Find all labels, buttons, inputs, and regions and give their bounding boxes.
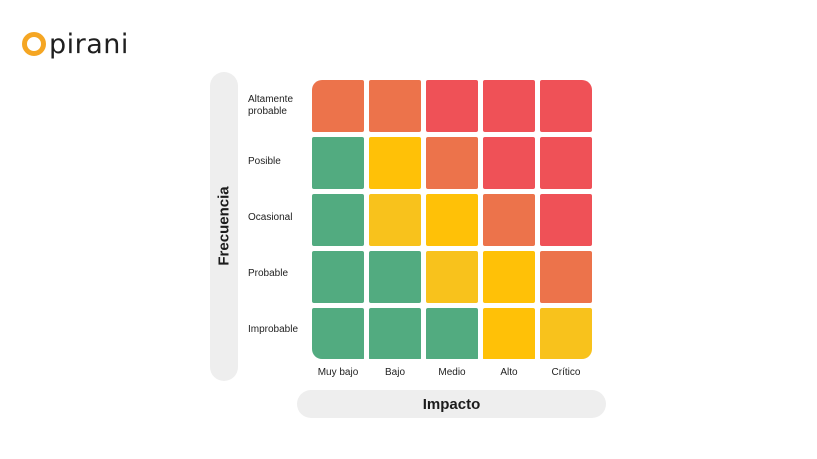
matrix-cell-r2-c3 (426, 137, 478, 189)
matrix-cell-r5-c1 (312, 308, 364, 359)
row-label-improbable: Improbable (248, 323, 299, 335)
matrix-cell-r2-c5 (540, 137, 592, 189)
matrix-cell-r1-c5 (540, 80, 592, 132)
row-label-ocasional: Ocasional (248, 211, 293, 223)
matrix-cell-r4-c4 (483, 251, 535, 303)
col-label-medio: Medio (438, 367, 466, 378)
matrix-cell-r3-c2 (369, 194, 421, 246)
col-label-bajo: Bajo (384, 367, 405, 378)
brand-logo: pirani (22, 26, 129, 62)
matrix-cell-r3-c5 (540, 194, 592, 246)
matrix-cell-r4-c5 (540, 251, 592, 303)
matrix-cell-r3-c1 (312, 194, 364, 246)
risk-matrix (312, 80, 592, 359)
logo-text: pirani (49, 28, 129, 60)
matrix-cell-r1-c3 (426, 80, 478, 132)
matrix-cell-r5-c4 (483, 308, 535, 359)
column-labels: Muy bajo Bajo Medio Alto Crítico (312, 367, 592, 378)
matrix-cell-r2-c1 (312, 137, 364, 189)
row-label-altamente-probable: Altamente probable (248, 93, 294, 117)
matrix-cell-r3-c4 (483, 194, 535, 246)
matrix-cell-r3-c3 (426, 194, 478, 246)
x-axis-pill: Impacto (297, 390, 606, 418)
row-labels: Altamente probable Posible Ocasional Pro… (248, 80, 308, 355)
col-label-alto: Alto (500, 367, 518, 378)
matrix-cell-r1-c2 (369, 80, 421, 132)
col-label-muy-bajo: Muy bajo (317, 367, 359, 378)
x-axis-label: Impacto (422, 395, 481, 413)
matrix-cell-r5-c5 (540, 308, 592, 359)
matrix-cell-r4-c2 (369, 251, 421, 303)
col-label-critico: Crítico (551, 367, 581, 378)
matrix-cell-r5-c3 (426, 308, 478, 359)
y-axis-label: Frecuencia (215, 186, 233, 266)
row-label-posible: Posible (248, 155, 281, 167)
matrix-cell-r1-c1 (312, 80, 364, 132)
row-label-probable: Probable (248, 267, 289, 279)
logo-ring-icon (22, 32, 46, 56)
matrix-cell-r2-c4 (483, 137, 535, 189)
matrix-cell-r5-c2 (369, 308, 421, 359)
matrix-cell-r1-c4 (483, 80, 535, 132)
y-axis-pill (210, 72, 238, 381)
matrix-cell-r4-c3 (426, 251, 478, 303)
matrix-cell-r4-c1 (312, 251, 364, 303)
matrix-cell-r2-c2 (369, 137, 421, 189)
